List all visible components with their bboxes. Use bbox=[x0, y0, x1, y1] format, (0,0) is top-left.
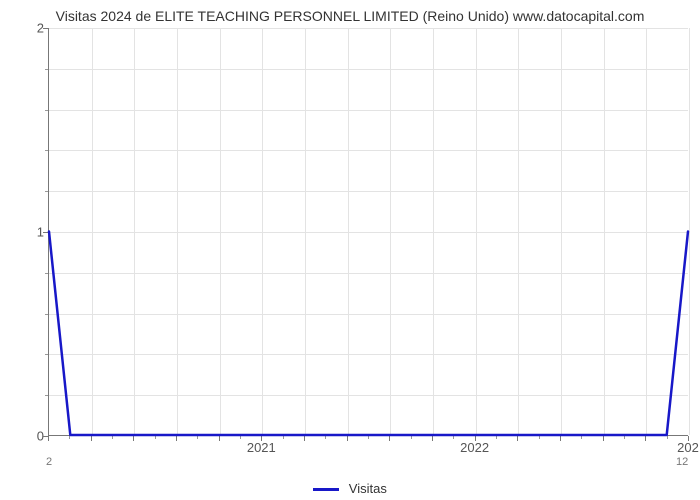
x-minor-tick bbox=[197, 436, 198, 439]
x-tick-label: 202 bbox=[677, 440, 699, 455]
series-line bbox=[49, 28, 688, 435]
x-secondary-label: 12 bbox=[676, 456, 688, 468]
x-tick-mark bbox=[304, 436, 305, 441]
x-tick-mark bbox=[347, 436, 348, 441]
x-minor-tick bbox=[325, 436, 326, 439]
x-tick-mark bbox=[261, 436, 262, 441]
x-minor-tick bbox=[69, 436, 70, 439]
x-tick-mark bbox=[560, 436, 561, 441]
plot-area bbox=[48, 28, 688, 436]
x-minor-tick bbox=[368, 436, 369, 439]
y-tick-label: 1 bbox=[4, 225, 44, 240]
x-minor-tick bbox=[539, 436, 540, 439]
x-tick-mark bbox=[688, 436, 689, 441]
x-tick-mark bbox=[603, 436, 604, 441]
y-tick-label: 2 bbox=[4, 21, 44, 36]
legend: Visitas bbox=[0, 481, 700, 496]
x-secondary-label: 2 bbox=[46, 456, 52, 468]
x-tick-mark bbox=[133, 436, 134, 441]
x-minor-tick bbox=[581, 436, 582, 439]
x-minor-tick bbox=[496, 436, 497, 439]
legend-swatch bbox=[313, 488, 339, 491]
x-tick-mark bbox=[432, 436, 433, 441]
x-minor-tick bbox=[155, 436, 156, 439]
x-minor-tick bbox=[624, 436, 625, 439]
x-minor-tick bbox=[283, 436, 284, 439]
x-tick-mark bbox=[645, 436, 646, 441]
x-tick-label: 2022 bbox=[460, 440, 489, 455]
x-tick-label: 2021 bbox=[247, 440, 276, 455]
x-tick-mark bbox=[219, 436, 220, 441]
chart-title: Visitas 2024 de ELITE TEACHING PERSONNEL… bbox=[0, 8, 700, 24]
legend-label: Visitas bbox=[349, 481, 387, 496]
x-tick-mark bbox=[48, 436, 49, 441]
x-tick-mark bbox=[475, 436, 476, 441]
y-tick-label: 0 bbox=[4, 429, 44, 444]
x-minor-tick bbox=[112, 436, 113, 439]
x-tick-mark bbox=[91, 436, 92, 441]
x-tick-mark bbox=[176, 436, 177, 441]
chart-container: Visitas 2024 de ELITE TEACHING PERSONNEL… bbox=[0, 0, 700, 500]
x-minor-tick bbox=[240, 436, 241, 439]
x-tick-mark bbox=[517, 436, 518, 441]
x-minor-tick bbox=[667, 436, 668, 439]
x-tick-mark bbox=[389, 436, 390, 441]
x-minor-tick bbox=[453, 436, 454, 439]
x-minor-tick bbox=[411, 436, 412, 439]
